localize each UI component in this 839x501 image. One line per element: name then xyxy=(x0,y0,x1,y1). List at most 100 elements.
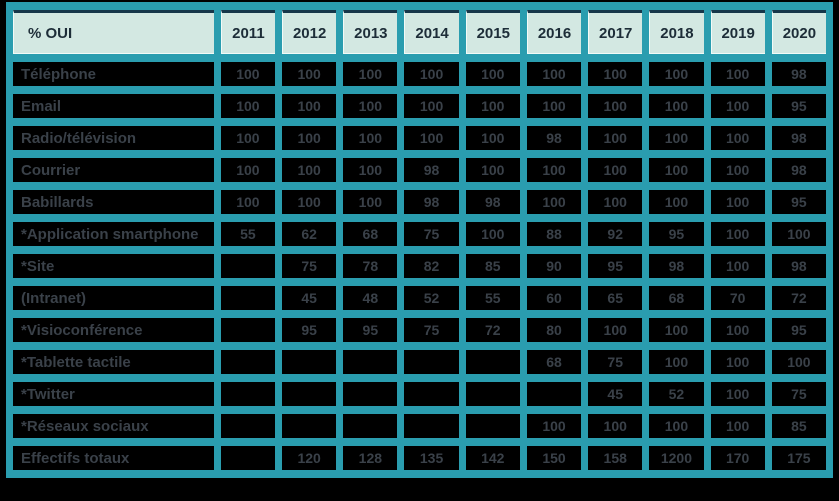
table-row: *Réseaux sociaux 100 100 100 100 85 xyxy=(13,414,826,438)
value-cell xyxy=(220,350,276,374)
value-cell: 100 xyxy=(220,126,276,150)
value-cell: 100 xyxy=(343,158,398,182)
value-cell: 92 xyxy=(588,222,643,246)
value-cell: 100 xyxy=(526,414,582,438)
value-cell xyxy=(465,382,520,406)
value-cell xyxy=(220,286,276,310)
value-cell: 72 xyxy=(465,318,520,342)
table-row: Radio/télévision 100 100 100 100 100 98 100 100… xyxy=(13,126,826,150)
value-cell: 95 xyxy=(771,190,826,214)
value-cell: 62 xyxy=(282,222,337,246)
value-cell: 98 xyxy=(771,62,826,86)
value-cell xyxy=(404,414,459,438)
value-cell: 80 xyxy=(526,318,582,342)
value-cell: 98 xyxy=(404,158,459,182)
value-cell: 120 xyxy=(282,446,337,470)
value-cell: 100 xyxy=(465,158,520,182)
value-cell: 100 xyxy=(404,62,459,86)
value-cell: 100 xyxy=(649,414,704,438)
value-cell xyxy=(220,318,276,342)
value-cell: 85 xyxy=(771,414,826,438)
oui-percentage-table: % OUI 2011 2012 2013 2014 2015 2016 2017 2018 20… xyxy=(6,2,833,478)
value-cell: 100 xyxy=(404,94,459,118)
value-cell xyxy=(220,446,276,470)
value-cell: 100 xyxy=(343,94,398,118)
value-cell: 68 xyxy=(343,222,398,246)
table-row: Courrier 100 100 100 98 100 100 100 100 100 98 xyxy=(13,158,826,182)
value-cell: 90 xyxy=(526,254,582,278)
value-cell: 142 xyxy=(465,446,520,470)
value-cell: 128 xyxy=(343,446,398,470)
header-cell-year: 2016 xyxy=(526,10,582,54)
value-cell xyxy=(282,350,337,374)
value-cell: 98 xyxy=(526,126,582,150)
value-cell: 100 xyxy=(710,382,765,406)
value-cell: 100 xyxy=(588,158,643,182)
value-cell: 175 xyxy=(771,446,826,470)
header-cell-oui-label: % OUI xyxy=(13,10,214,54)
value-cell: 100 xyxy=(220,190,276,214)
value-cell: 95 xyxy=(282,318,337,342)
value-cell: 100 xyxy=(343,62,398,86)
value-cell: 100 xyxy=(282,94,337,118)
value-cell: 75 xyxy=(404,318,459,342)
value-cell: 100 xyxy=(649,350,704,374)
value-cell xyxy=(343,382,398,406)
value-cell: 100 xyxy=(282,126,337,150)
value-cell: 95 xyxy=(588,254,643,278)
value-cell: 65 xyxy=(588,286,643,310)
value-cell xyxy=(220,414,276,438)
value-cell: 100 xyxy=(282,190,337,214)
value-cell: 158 xyxy=(588,446,643,470)
row-label-cell: (Intranet) xyxy=(13,286,214,310)
row-label-cell: *Site xyxy=(13,254,214,278)
header-cell-year: 2014 xyxy=(404,10,459,54)
header-cell-year: 2019 xyxy=(710,10,765,54)
row-label-cell: *Tablette tactile xyxy=(13,350,214,374)
value-cell: 78 xyxy=(343,254,398,278)
value-cell: 68 xyxy=(649,286,704,310)
value-cell: 68 xyxy=(526,350,582,374)
row-label-cell: Radio/télévision xyxy=(13,126,214,150)
value-cell: 72 xyxy=(771,286,826,310)
value-cell: 98 xyxy=(771,158,826,182)
table-row: *Tablette tactile 68 75 100 100 100 xyxy=(13,350,826,374)
value-cell: 100 xyxy=(649,126,704,150)
value-cell: 135 xyxy=(404,446,459,470)
value-cell: 100 xyxy=(771,350,826,374)
value-cell: 95 xyxy=(649,222,704,246)
value-cell: 100 xyxy=(588,190,643,214)
value-cell: 100 xyxy=(710,126,765,150)
value-cell: 100 xyxy=(465,94,520,118)
value-cell: 88 xyxy=(526,222,582,246)
value-cell: 98 xyxy=(649,254,704,278)
value-cell: 98 xyxy=(465,190,520,214)
value-cell xyxy=(343,414,398,438)
row-label-cell: Effectifs totaux xyxy=(13,446,214,470)
header-cell-year: 2011 xyxy=(220,10,276,54)
table-row: (Intranet) 45 48 52 55 60 65 68 70 72 xyxy=(13,286,826,310)
value-cell: 52 xyxy=(649,382,704,406)
value-cell: 95 xyxy=(771,318,826,342)
row-label-cell: Courrier xyxy=(13,158,214,182)
row-label-cell: Email xyxy=(13,94,214,118)
value-cell: 100 xyxy=(526,158,582,182)
row-label-cell: *Application smartphone xyxy=(13,222,214,246)
value-cell: 100 xyxy=(710,158,765,182)
value-cell: 100 xyxy=(220,94,276,118)
value-cell: 70 xyxy=(710,286,765,310)
header-cell-year: 2017 xyxy=(588,10,643,54)
header-cell-year: 2015 xyxy=(465,10,520,54)
value-cell: 75 xyxy=(771,382,826,406)
header-cell-year: 2012 xyxy=(282,10,337,54)
row-label-cell: *Visioconférence xyxy=(13,318,214,342)
header-cell-year: 2018 xyxy=(649,10,704,54)
value-cell: 100 xyxy=(526,190,582,214)
value-cell: 100 xyxy=(649,94,704,118)
value-cell: 98 xyxy=(771,126,826,150)
value-cell: 100 xyxy=(282,62,337,86)
table-row: *Application smartphone 55 62 68 75 100 88 92 9… xyxy=(13,222,826,246)
value-cell: 100 xyxy=(465,126,520,150)
value-cell: 95 xyxy=(343,318,398,342)
value-cell: 100 xyxy=(465,62,520,86)
